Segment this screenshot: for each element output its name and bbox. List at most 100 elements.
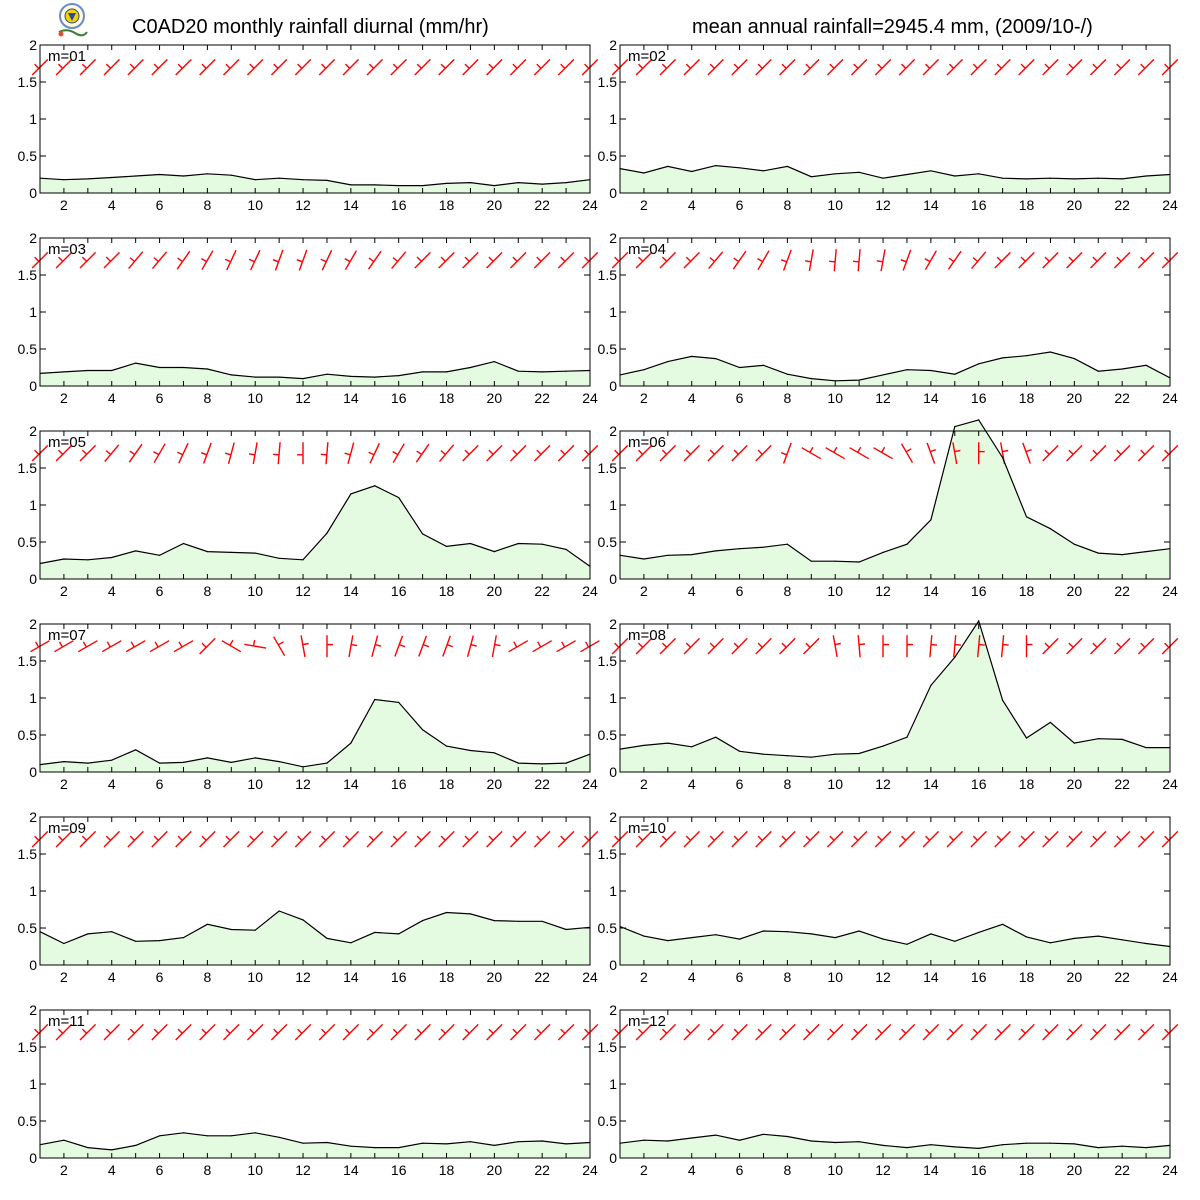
data-point	[1145, 747, 1147, 749]
station-logo	[55, 2, 89, 38]
wind-barb	[874, 830, 892, 848]
wind-barb	[294, 58, 312, 76]
wind-barb	[533, 1023, 551, 1041]
x-tick-label: 18	[439, 1162, 455, 1178]
data-point	[469, 749, 471, 752]
wind-barb	[368, 442, 381, 464]
wind-barb	[882, 635, 889, 658]
wind-barb	[294, 1023, 312, 1041]
wind-barb	[55, 830, 73, 848]
x-tick-label: 24	[1162, 583, 1178, 599]
wind-barb	[418, 635, 430, 657]
wind-barb	[462, 1023, 479, 1041]
wind-barb	[300, 635, 309, 658]
y-tick-label: 0.5	[18, 920, 38, 936]
month-label: m=02	[628, 48, 666, 65]
y-tick-label: 1.5	[18, 846, 38, 862]
y-tick-label: 0	[609, 185, 617, 201]
data-point	[541, 371, 543, 373]
wind-barb	[755, 1023, 772, 1041]
data-point	[230, 1135, 232, 1137]
wind-barb	[55, 444, 73, 462]
wind-barb	[1018, 58, 1035, 76]
y-tick-label: 1	[609, 497, 617, 513]
x-tick-label: 22	[1114, 776, 1130, 792]
x-tick-label: 6	[156, 583, 164, 599]
wind-barb	[246, 58, 264, 76]
data-point	[1049, 528, 1051, 530]
data-point	[254, 552, 256, 554]
x-tick-label: 14	[343, 1162, 359, 1178]
data-point	[517, 542, 519, 545]
x-tick-label: 16	[391, 776, 407, 792]
y-tick-label: 1.5	[18, 1039, 38, 1055]
wind-barb	[683, 58, 700, 76]
x-tick-label: 2	[640, 197, 648, 213]
data-point	[230, 374, 232, 376]
data-point	[1002, 457, 1004, 459]
wind-barb	[1042, 251, 1059, 269]
wind-barb	[270, 58, 288, 76]
data-point	[1073, 742, 1075, 744]
x-tick-label: 4	[688, 197, 696, 213]
data-point	[643, 1139, 645, 1141]
data-point	[1025, 936, 1028, 938]
data-point	[541, 183, 543, 185]
y-tick-label: 2	[29, 809, 37, 825]
wind-barb	[103, 251, 120, 269]
wind-barb	[101, 640, 122, 653]
wind-barb	[1066, 58, 1083, 76]
x-tick-label: 14	[343, 969, 359, 985]
wind-barb	[1137, 251, 1155, 269]
data-point	[278, 177, 280, 179]
panel-m-01: 00.511.522 4 6 8 10 12 14 16 18 20 22 24m=01	[18, 37, 599, 213]
data-point	[667, 940, 669, 942]
data-point	[398, 701, 400, 704]
x-tick-label: 4	[688, 969, 696, 985]
wind-barb	[466, 635, 477, 657]
data-point	[1049, 942, 1051, 944]
wind-barb	[246, 830, 264, 848]
data-point	[858, 752, 860, 755]
x-tick-label: 18	[439, 583, 455, 599]
x-tick-label: 24	[582, 1162, 598, 1178]
wind-barb	[635, 637, 653, 655]
wind-barb	[1113, 251, 1131, 269]
data-point	[517, 920, 519, 922]
wind-barb	[1042, 58, 1059, 76]
wind-barb	[1090, 251, 1107, 269]
wind-barb	[510, 1023, 527, 1041]
data-point	[1049, 721, 1051, 724]
data-point	[445, 911, 448, 914]
data-point	[715, 1134, 717, 1136]
x-tick-label: 12	[875, 197, 891, 213]
data-point	[834, 1141, 836, 1144]
x-tick-label: 14	[923, 583, 939, 599]
data-point	[159, 940, 161, 942]
y-tick-label: 0	[609, 378, 617, 394]
rain-line	[39, 173, 591, 187]
data-point	[254, 179, 256, 181]
wind-barb	[1137, 444, 1155, 462]
month-label: m=08	[628, 627, 666, 644]
data-point	[254, 1132, 256, 1134]
data-point	[254, 929, 256, 931]
wind-barb	[874, 1023, 892, 1041]
data-point	[111, 1149, 113, 1151]
x-tick-label: 8	[203, 1162, 211, 1178]
rain-area	[40, 1132, 590, 1158]
data-point	[326, 179, 328, 181]
data-point	[230, 928, 232, 931]
x-tick-label: 12	[295, 969, 311, 985]
y-tick-label: 1	[29, 690, 37, 706]
x-tick-label: 20	[487, 1162, 503, 1178]
wind-barb	[850, 1023, 868, 1041]
data-point	[739, 938, 741, 940]
wind-barb	[318, 58, 336, 76]
y-tick-label: 1.5	[18, 267, 38, 283]
x-tick-label: 22	[534, 197, 550, 213]
wind-barb	[462, 251, 479, 269]
data-point	[1097, 935, 1099, 937]
y-tick-label: 0.5	[598, 148, 618, 164]
data-point	[374, 698, 376, 701]
